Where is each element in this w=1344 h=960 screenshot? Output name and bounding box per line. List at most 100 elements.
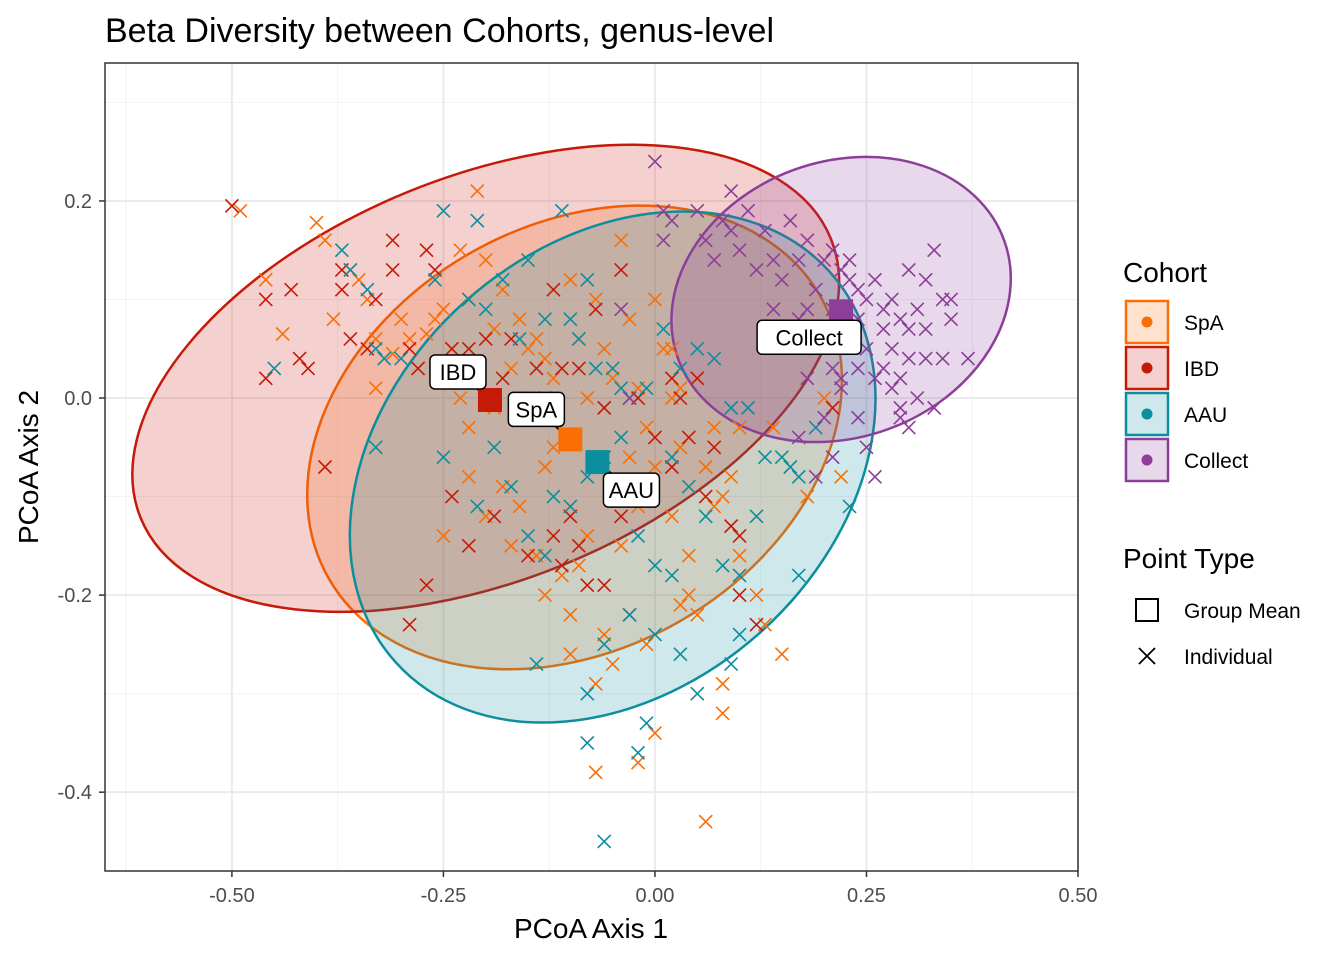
point-collect xyxy=(893,400,908,415)
point-ibd xyxy=(597,578,612,593)
point-spa xyxy=(724,469,739,484)
point-ibd xyxy=(546,528,561,544)
point-spa xyxy=(630,755,646,770)
point-collect xyxy=(698,233,713,248)
point-collect xyxy=(859,341,874,356)
point-ibd xyxy=(647,430,663,445)
mean-label-box xyxy=(507,391,566,428)
point-spa xyxy=(504,361,519,376)
point-ibd xyxy=(588,302,603,317)
point-collect xyxy=(842,253,857,268)
point-aau xyxy=(563,499,578,514)
mean-label-aau: AAU xyxy=(609,478,654,503)
point-collect xyxy=(732,243,747,258)
point-ibd xyxy=(284,282,299,297)
mean-marker-spa xyxy=(558,427,583,452)
point-collect xyxy=(740,203,756,218)
point-spa xyxy=(673,597,688,613)
legend: Cohort Point Type SpA IBD AAU Collect Group … xyxy=(1123,257,1301,669)
point-ibd xyxy=(224,198,239,213)
point-aau xyxy=(639,381,654,396)
point-ibd xyxy=(749,617,764,632)
point-ibd xyxy=(419,578,434,593)
mean-label-spa: SpA xyxy=(516,397,558,422)
point-aau xyxy=(554,203,569,218)
point-aau xyxy=(715,558,730,573)
point-spa xyxy=(512,499,527,514)
point-collect xyxy=(850,282,866,297)
point-collect xyxy=(918,321,933,337)
point-collect xyxy=(707,253,722,268)
point-collect xyxy=(884,341,899,356)
point-aau xyxy=(842,499,857,514)
legend-point-type-title: Point Type xyxy=(1123,543,1255,574)
ellipse-aau xyxy=(348,210,877,724)
point-ibd xyxy=(681,430,696,445)
point-spa xyxy=(766,420,781,435)
point-aau xyxy=(791,469,806,484)
point-spa xyxy=(436,528,451,544)
point-collect xyxy=(927,400,942,415)
x-tick-label: 0.50 xyxy=(1059,885,1098,907)
point-aau xyxy=(690,341,705,356)
point-spa xyxy=(453,243,468,258)
point-collect xyxy=(867,371,883,386)
chart-title: Beta Diversity between Cohorts, genus-le… xyxy=(105,12,774,50)
point-collect xyxy=(817,253,832,268)
point-spa xyxy=(749,588,764,603)
point-aau xyxy=(537,312,553,327)
legend-label-ibd: IBD xyxy=(1184,358,1219,381)
point-spa xyxy=(690,607,705,622)
point-collect xyxy=(944,292,959,307)
legend-dot-aau xyxy=(1141,408,1153,420)
point-spa xyxy=(478,253,493,268)
point-spa xyxy=(512,312,527,327)
point-collect xyxy=(944,312,959,327)
point-aau xyxy=(597,834,612,849)
point-collect xyxy=(893,312,908,327)
point-collect xyxy=(876,361,891,376)
mean-marker-collect xyxy=(829,299,854,324)
point-ibd xyxy=(495,371,510,386)
point-collect xyxy=(757,223,773,238)
point-spa xyxy=(563,647,578,662)
plot-area: SpA IBD AAU Collect -0.50 -0.25 0.00 0.25 0.50 -0… xyxy=(58,62,1098,907)
point-aau xyxy=(724,400,739,415)
point-ibd xyxy=(825,400,840,415)
point-aau xyxy=(791,568,806,583)
point-collect xyxy=(901,351,916,366)
x-tick-label: 0.00 xyxy=(635,885,674,907)
point-collect xyxy=(901,321,916,337)
point-collect xyxy=(884,292,899,307)
point-aau xyxy=(368,341,383,356)
point-spa xyxy=(605,371,620,386)
point-spa xyxy=(588,292,603,307)
point-spa xyxy=(614,538,629,553)
legend-dot-collect xyxy=(1141,454,1153,466)
point-aau xyxy=(580,686,595,701)
point-collect xyxy=(817,410,832,425)
point-aau xyxy=(360,282,375,297)
point-ibd xyxy=(707,440,722,455)
point-collect xyxy=(656,203,671,218)
point-spa xyxy=(647,725,663,741)
point-spa xyxy=(774,647,789,662)
point-spa xyxy=(495,282,510,297)
point-collect xyxy=(935,351,950,366)
point-ibd xyxy=(487,509,502,524)
point-aau xyxy=(343,262,358,277)
point-spa xyxy=(546,440,561,455)
point-spa xyxy=(597,341,612,356)
point-spa xyxy=(537,351,553,366)
point-spa xyxy=(258,272,273,287)
y-tick-label: -0.4 xyxy=(58,782,92,804)
point-spa xyxy=(461,469,476,484)
point-ibd xyxy=(597,400,612,415)
point-collect xyxy=(800,233,815,248)
point-collect xyxy=(901,262,916,277)
point-spa xyxy=(487,321,502,337)
point-aau xyxy=(622,607,637,622)
point-aau xyxy=(724,657,739,672)
point-collect xyxy=(800,371,815,386)
point-aau xyxy=(732,627,747,642)
